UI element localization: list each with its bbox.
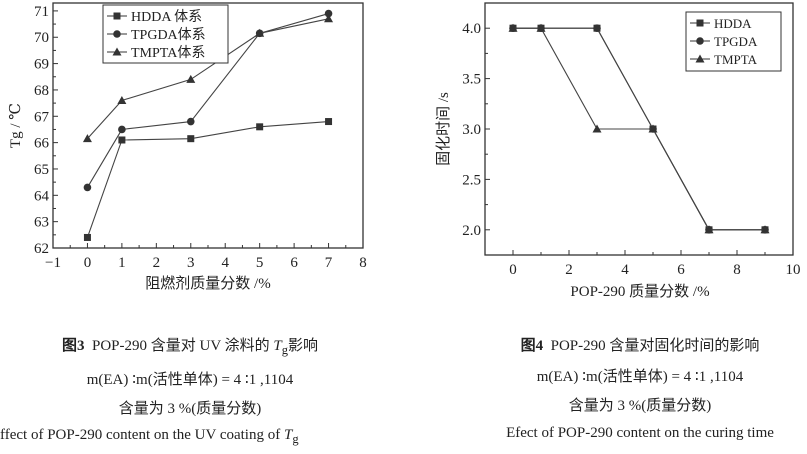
fig4-title-text: POP-290 含量对固化时间的影响 bbox=[550, 338, 760, 354]
legend: HDDA TPGDA TMPTA bbox=[685, 11, 782, 72]
x-tick-label: 5 bbox=[256, 255, 264, 271]
fig4-caption: 图4 POP-290 含量对固化时间的影响 m(EA) ∶m(活性单体) = 4… bbox=[450, 334, 807, 442]
y-tick-label: 64 bbox=[34, 188, 50, 204]
x-tick-label: 0 bbox=[509, 262, 517, 278]
legend-marker bbox=[112, 47, 122, 56]
fig3-title-text: POP-290 含量对 UV 涂料的 bbox=[91, 338, 274, 354]
x-tick-label: 8 bbox=[733, 262, 741, 278]
fig4-line3: 含量为 3 %(质量分数) bbox=[568, 398, 712, 414]
y-tick-label: 2.0 bbox=[462, 223, 481, 239]
legend: HDDA 体系 TPGDA体系 TMPTA体系 bbox=[102, 4, 229, 64]
legend-label: HDDA bbox=[714, 16, 752, 31]
y-tick-label: 3.5 bbox=[462, 72, 481, 88]
data-point bbox=[324, 14, 334, 23]
y-axis-label: 固化时间 /s bbox=[435, 92, 452, 166]
fig4-english: Efect of POP-290 content on the curing t… bbox=[506, 425, 774, 441]
y-tick-label: 2.5 bbox=[462, 172, 481, 188]
data-point bbox=[592, 124, 602, 133]
legend-marker bbox=[696, 19, 704, 27]
y-axis-label: Tg / ℃ bbox=[8, 103, 24, 148]
x-tick-label: 3 bbox=[187, 255, 195, 271]
legend-label: TMPTA bbox=[714, 52, 758, 67]
data-point bbox=[536, 23, 546, 32]
y-tick-label: 3.0 bbox=[462, 122, 481, 138]
fig3-english-g: g bbox=[292, 432, 299, 446]
fig3-label: 图3 bbox=[61, 338, 85, 354]
y-tick-label: 66 bbox=[34, 136, 50, 152]
y-tick-label: 70 bbox=[34, 30, 49, 46]
data-point bbox=[256, 123, 264, 131]
series-line-tmpta bbox=[513, 27, 765, 231]
x-tick-label: 2 bbox=[565, 262, 573, 278]
x-axis-label: POP-290 质量分数 /% bbox=[570, 283, 709, 300]
fig3-title: 图3 POP-290 含量对 UV 涂料的 Tg影响 bbox=[0, 334, 380, 358]
x-tick-label: 0 bbox=[84, 255, 92, 271]
legend-label: TPGDA bbox=[714, 34, 758, 49]
legend-label: HDDA 体系 bbox=[131, 9, 202, 25]
fig4-line2: m(EA) ∶m(活性单体) = 4 ∶1 ,1104 bbox=[536, 369, 744, 385]
fig3-line2: m(EA) ∶m(活性单体) = 4 ∶1 ,1104 bbox=[86, 372, 294, 388]
data-point bbox=[760, 225, 770, 234]
data-point bbox=[648, 124, 658, 133]
y-tick-label: 67 bbox=[34, 109, 50, 125]
data-point bbox=[325, 118, 333, 126]
x-tick-label: 7 bbox=[325, 255, 333, 271]
x-tick-label: 6 bbox=[290, 255, 298, 271]
x-tick-label: −1 bbox=[45, 255, 61, 271]
data-point bbox=[83, 233, 91, 241]
legend-marker bbox=[113, 12, 121, 20]
x-tick-label: 6 bbox=[677, 262, 685, 278]
y-tick-label: 63 bbox=[34, 215, 49, 231]
data-point bbox=[593, 24, 601, 32]
legend-label: TMPTA体系 bbox=[131, 45, 205, 61]
legend-marker bbox=[696, 37, 704, 45]
fig3-line3: 含量为 3 %(质量分数) bbox=[118, 401, 262, 417]
x-axis-label: 阻燃剂质量分数 /% bbox=[145, 274, 270, 292]
fig3-title-g: g bbox=[281, 343, 288, 357]
y-tick-label: 4.0 bbox=[462, 21, 481, 37]
fig4-label: 图4 bbox=[520, 338, 544, 354]
data-point bbox=[117, 95, 127, 104]
fig3-english-t: T bbox=[283, 427, 293, 443]
y-tick-label: 65 bbox=[34, 162, 49, 178]
legend-label: TPGDA体系 bbox=[131, 27, 206, 43]
data-point bbox=[186, 117, 195, 126]
x-tick-label: 1 bbox=[118, 255, 126, 271]
fig3-title-end: 影响 bbox=[288, 338, 319, 354]
x-tick-label: 4 bbox=[221, 255, 229, 271]
y-tick-label: 71 bbox=[34, 4, 49, 20]
fig3-english: ffect of POP-290 content on the UV coati… bbox=[0, 427, 299, 447]
legend-marker bbox=[113, 30, 121, 38]
y-tick-label: 62 bbox=[34, 241, 49, 257]
legend-marker bbox=[695, 54, 705, 63]
fig3-caption: 图3 POP-290 含量对 UV 涂料的 Tg影响 m(EA) ∶m(活性单体… bbox=[0, 334, 380, 418]
fig3-english-text: ffect of POP-290 content on the UV coati… bbox=[0, 427, 284, 443]
fig4-title: 图4 POP-290 含量对固化时间的影响 bbox=[450, 334, 807, 355]
data-point bbox=[82, 134, 92, 143]
data-point bbox=[187, 135, 195, 143]
data-point bbox=[508, 23, 518, 32]
y-tick-label: 69 bbox=[34, 57, 49, 73]
x-tick-label: 10 bbox=[786, 262, 801, 278]
y-tick-label: 68 bbox=[34, 83, 49, 99]
fig3-title-t: T bbox=[273, 338, 282, 354]
chart-2: 0 2 4 6 8 10 2.0 2.5 3.0 3.5 4.0 POP-290 质量分数 /% 固化时… bbox=[435, 2, 801, 300]
data-point bbox=[324, 9, 333, 18]
data-point bbox=[118, 136, 126, 144]
data-point bbox=[704, 225, 714, 234]
x-tick-label: 2 bbox=[153, 255, 161, 271]
x-tick-label: 8 bbox=[359, 255, 367, 271]
data-point bbox=[186, 74, 196, 83]
x-tick-label: 4 bbox=[621, 262, 629, 278]
data-point bbox=[255, 28, 265, 37]
data-point bbox=[118, 125, 126, 134]
data-point bbox=[83, 183, 92, 192]
